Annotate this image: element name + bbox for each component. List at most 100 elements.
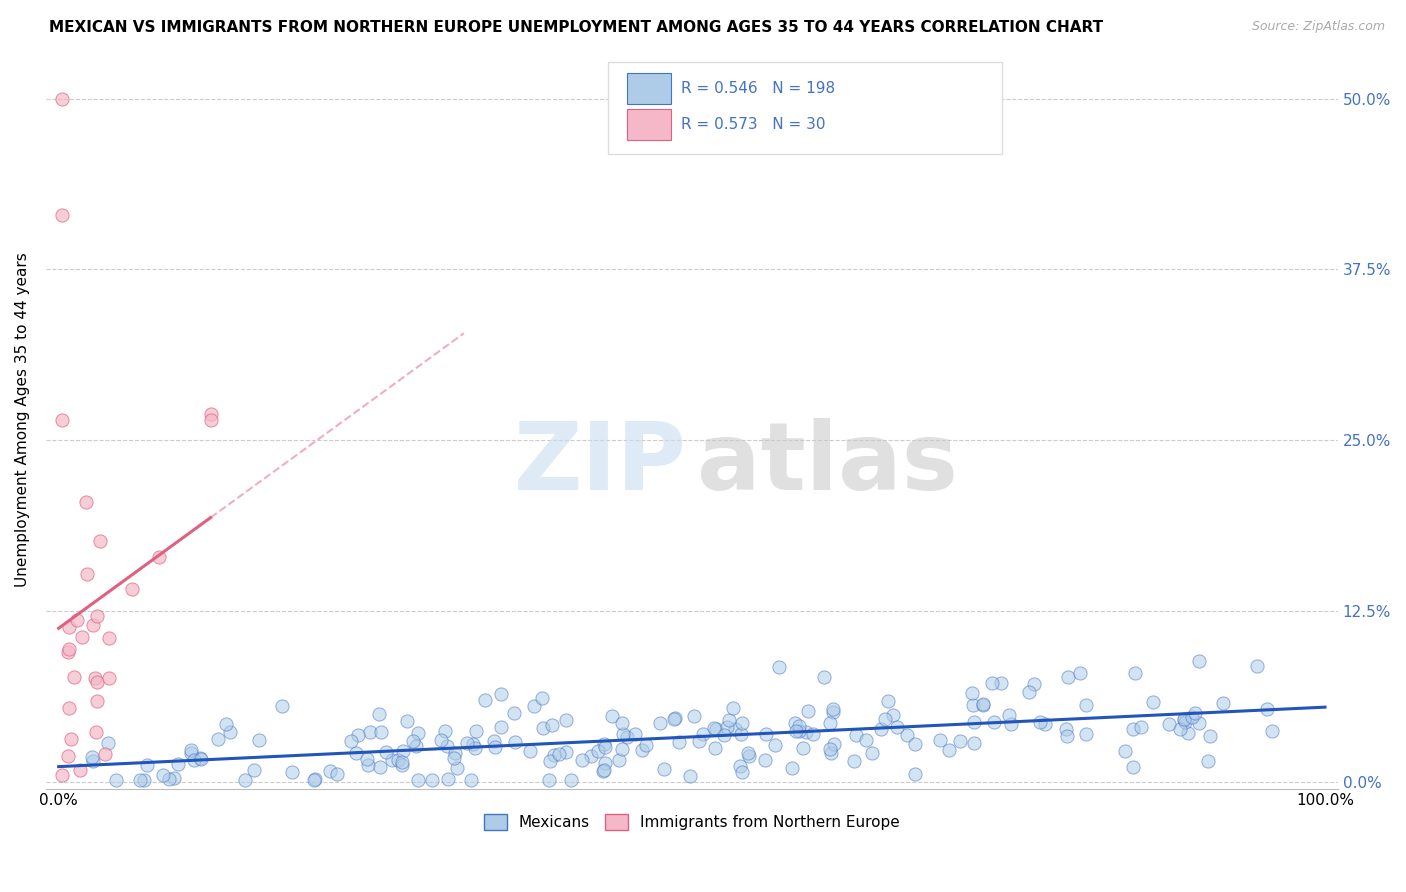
Point xyxy=(704,740,727,755)
Point xyxy=(1018,685,1040,699)
Point xyxy=(460,773,482,788)
Point xyxy=(1184,706,1206,721)
Point xyxy=(1212,696,1234,710)
Point xyxy=(731,764,754,779)
Point xyxy=(860,746,883,760)
Point xyxy=(280,764,302,779)
Point xyxy=(1057,670,1080,684)
Point xyxy=(963,735,986,749)
Point xyxy=(391,744,413,758)
Point xyxy=(98,632,121,646)
Point xyxy=(304,773,326,788)
Point xyxy=(1114,744,1136,758)
Point xyxy=(813,670,835,684)
Point xyxy=(652,762,675,776)
Point xyxy=(436,739,458,754)
Point xyxy=(247,732,270,747)
Point xyxy=(456,736,478,750)
Point xyxy=(1246,659,1268,673)
Point xyxy=(502,706,524,721)
Point xyxy=(98,672,121,686)
Point xyxy=(541,718,564,732)
Point xyxy=(531,690,554,705)
Point xyxy=(972,697,994,711)
Point xyxy=(1198,754,1220,768)
Text: atlas: atlas xyxy=(697,417,957,510)
Point xyxy=(58,748,80,763)
Point xyxy=(713,728,735,742)
Point xyxy=(949,734,972,748)
Point xyxy=(1188,654,1211,668)
Point xyxy=(593,756,616,770)
Point xyxy=(433,724,456,739)
Point xyxy=(823,702,845,716)
Point xyxy=(357,757,380,772)
Point xyxy=(692,727,714,741)
Point xyxy=(200,407,222,421)
Point xyxy=(1069,665,1091,680)
Point xyxy=(820,715,842,730)
Point xyxy=(1029,714,1052,729)
Point xyxy=(82,618,104,632)
Point xyxy=(166,756,188,771)
Point xyxy=(1022,677,1045,691)
Point xyxy=(579,749,602,764)
Point xyxy=(359,724,381,739)
Point xyxy=(616,730,638,744)
Point xyxy=(89,534,111,549)
Point xyxy=(1173,712,1195,726)
Point xyxy=(463,737,485,751)
Point xyxy=(547,747,569,761)
Point xyxy=(503,735,526,749)
Point xyxy=(763,738,786,752)
Point xyxy=(523,699,546,714)
Point xyxy=(1261,723,1284,738)
Point xyxy=(94,747,117,761)
Point xyxy=(845,728,868,742)
Point xyxy=(724,722,747,736)
Point xyxy=(718,713,741,727)
Point xyxy=(344,746,367,760)
Point xyxy=(662,712,685,726)
Point xyxy=(489,687,512,701)
Point xyxy=(592,764,614,778)
Point xyxy=(318,764,340,779)
Point xyxy=(855,732,877,747)
Point xyxy=(58,620,80,634)
Point xyxy=(58,645,80,659)
Point xyxy=(82,754,104,768)
Point xyxy=(730,726,752,740)
Point xyxy=(896,728,918,742)
FancyBboxPatch shape xyxy=(627,73,671,103)
Point xyxy=(437,772,460,787)
Point xyxy=(387,753,409,767)
Point xyxy=(75,494,97,508)
Point xyxy=(801,727,824,741)
Point xyxy=(595,739,617,754)
Point xyxy=(405,739,427,753)
Point xyxy=(787,724,810,739)
Point xyxy=(180,746,202,760)
Text: R = 0.573   N = 30: R = 0.573 N = 30 xyxy=(682,117,825,132)
Point xyxy=(62,670,84,684)
Point xyxy=(821,705,844,719)
Point xyxy=(1054,722,1077,736)
Point xyxy=(593,738,616,752)
Point xyxy=(716,720,738,734)
Point xyxy=(630,743,652,757)
Point xyxy=(1123,665,1146,680)
Point xyxy=(148,549,170,564)
Point xyxy=(183,753,205,767)
Point xyxy=(519,744,541,758)
Point xyxy=(882,708,904,723)
Point xyxy=(586,744,609,758)
Text: Source: ZipAtlas.com: Source: ZipAtlas.com xyxy=(1251,20,1385,33)
Point xyxy=(152,768,174,782)
Point xyxy=(368,706,391,721)
Point xyxy=(737,746,759,760)
Point xyxy=(214,716,236,731)
Point xyxy=(58,700,80,714)
Point xyxy=(482,734,505,748)
Point xyxy=(1168,723,1191,737)
Point xyxy=(668,735,690,749)
